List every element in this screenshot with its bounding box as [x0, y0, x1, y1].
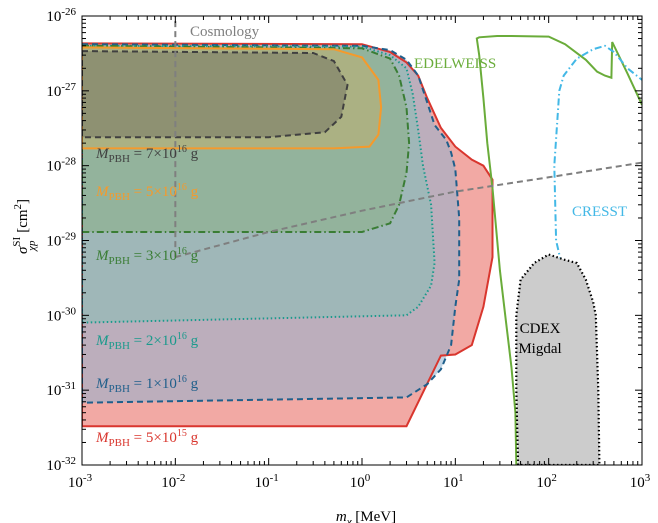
region-label-m-pbh-2-10-16-g: MPBH = 2×1016 g [95, 331, 199, 352]
region-label-m-pbh-1-10-16-g: MPBH = 1×1016 g [95, 374, 199, 395]
y-tick-label: 10-29 [46, 231, 76, 250]
y-tick-label: 10-27 [46, 81, 76, 100]
x-tick-label: 103 [630, 472, 651, 491]
limit-label-cdex-migdal-line2: Migdal [518, 341, 561, 357]
x-axis-label: mχ [MeV] [336, 509, 396, 523]
y-tick-label: 10-32 [46, 455, 76, 474]
region-label-m-pbh-5-10-16-g: MPBH = 5×1016 g [95, 182, 199, 203]
y-tick-label: 10-31 [46, 380, 76, 399]
x-tick-label: 10-1 [255, 472, 279, 491]
region-fill-m-pbh-3-10-16-g [82, 45, 410, 232]
limit-cdex-migdal [515, 253, 601, 465]
x-tick-label: 102 [536, 472, 557, 491]
y-tick-label: 10-30 [46, 305, 76, 324]
x-tick-label: 10-3 [68, 472, 93, 491]
region-line-m-pbh-3-10-16-g [82, 44, 411, 233]
x-tick-label: 100 [350, 472, 371, 491]
y-tick-label: 10-26 [46, 6, 76, 25]
limit-label-cosmology: Cosmology [190, 24, 260, 40]
region-fill-m-pbh-2-10-16-g [82, 45, 435, 323]
limit-edelweiss [475, 35, 642, 465]
tick-layer: 10-3 10-2 10-1 100 101 102 103 10-32 10-31 10-30 1… [46, 6, 650, 491]
y-tick-label: 10-28 [46, 156, 76, 175]
data-layer [82, 16, 642, 465]
region-label-m-pbh-5-10-15-g: MPBH = 5×1015 g [95, 428, 199, 449]
label-layer: mχ [MeV] σSI χp [cm2] MPBH = 5×1015 g MPBH =… [11, 24, 627, 523]
region-line-m-pbh-5-10-15-g [82, 42, 494, 428]
limit-label-edelweiss: EDELWEISS [414, 56, 496, 72]
limit-cosmology [175, 161, 642, 259]
x-tick-label: 101 [443, 472, 464, 491]
region-line-m-pbh-2-10-16-g [82, 44, 436, 324]
x-tick-label: 10-2 [161, 472, 185, 491]
region-line-m-pbh-7-10-16-g [82, 50, 349, 139]
region-fill-m-pbh-7-10-16-g [82, 51, 348, 138]
region-fill-m-pbh-5-10-16-g [82, 47, 382, 149]
y-axis-label: σSI χp [cm2] [11, 199, 38, 254]
region-label-m-pbh-7-10-16-g: MPBH = 7×1016 g [95, 144, 199, 165]
limit-label-cresst: CRESST [572, 204, 627, 220]
region-line-m-pbh-1-10-16-g [82, 43, 461, 404]
limit-label-cdex-migdal: CDEX [520, 321, 561, 337]
region-line-m-pbh-5-10-16-g [82, 46, 383, 150]
region-label-m-pbh-3-10-16-g: MPBH = 3×1016 g [95, 246, 199, 267]
